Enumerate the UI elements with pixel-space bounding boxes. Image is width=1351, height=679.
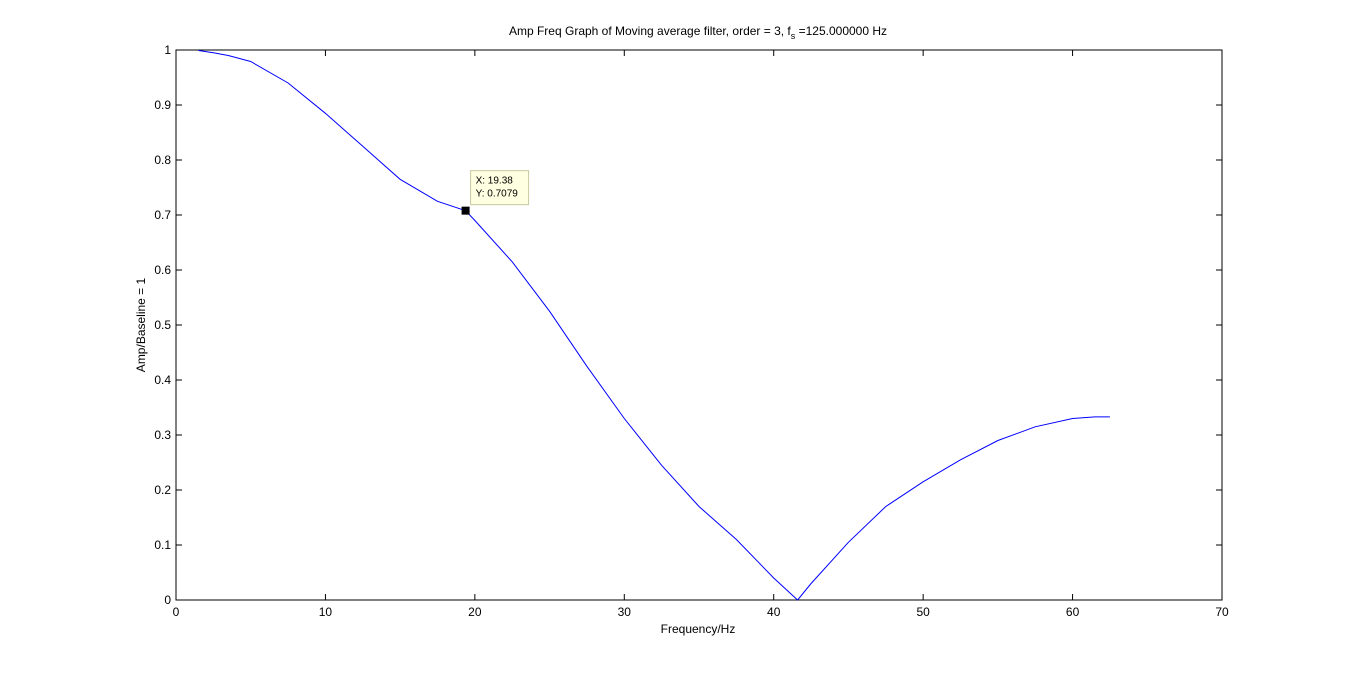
- y-tick-label: 0.5: [154, 318, 171, 332]
- y-tick-label: 0.6: [154, 263, 171, 277]
- chart-title: Amp Freq Graph of Moving average filter,…: [509, 24, 887, 41]
- x-tick-label: 50: [916, 605, 930, 619]
- y-tick-label: 0.1: [154, 538, 171, 552]
- datatip[interactable]: X: 19.38 Y: 0.7079: [461, 170, 530, 215]
- datatip-x-label: X: 19.38: [476, 176, 514, 187]
- datatip-marker[interactable]: [461, 206, 470, 215]
- x-tick-label: 0: [173, 605, 180, 619]
- x-tick-label: 20: [468, 605, 482, 619]
- y-axis-label: Amp/Baseline = 1: [134, 277, 148, 372]
- y-axis: 0 0.1 0.2 0.3 0.4 0.5 0.6 0.7 0.8 0.9 1: [154, 43, 1222, 607]
- y-tick-label: 0.9: [154, 98, 171, 112]
- x-axis-label: Frequency/Hz: [661, 622, 736, 636]
- x-tick-label: 60: [1066, 605, 1080, 619]
- y-tick-label: 0.4: [154, 373, 171, 387]
- plot-area: [175, 49, 1223, 601]
- series-line: [198, 50, 1110, 601]
- title-main: Amp Freq Graph of Moving average filter,…: [509, 24, 791, 38]
- title-subscript: s: [791, 31, 796, 41]
- title-suffix: =125.000000 Hz: [795, 24, 887, 38]
- y-tick-label: 0.8: [154, 153, 171, 167]
- x-tick-label: 10: [319, 605, 333, 619]
- y-tick-label: 0.7: [154, 208, 171, 222]
- x-tick-label: 30: [618, 605, 632, 619]
- datatip-y-label: Y: 0.7079: [476, 189, 519, 200]
- x-axis: 0 10 20 30 40 50 60 70: [173, 50, 1229, 619]
- y-tick-label: 0.2: [154, 483, 171, 497]
- x-tick-label: 70: [1215, 605, 1229, 619]
- y-tick-label: 1: [164, 43, 171, 57]
- x-tick-label: 40: [767, 605, 781, 619]
- datatip-box[interactable]: [470, 170, 530, 206]
- y-tick-label: 0: [164, 593, 171, 607]
- y-tick-label: 0.3: [154, 428, 171, 442]
